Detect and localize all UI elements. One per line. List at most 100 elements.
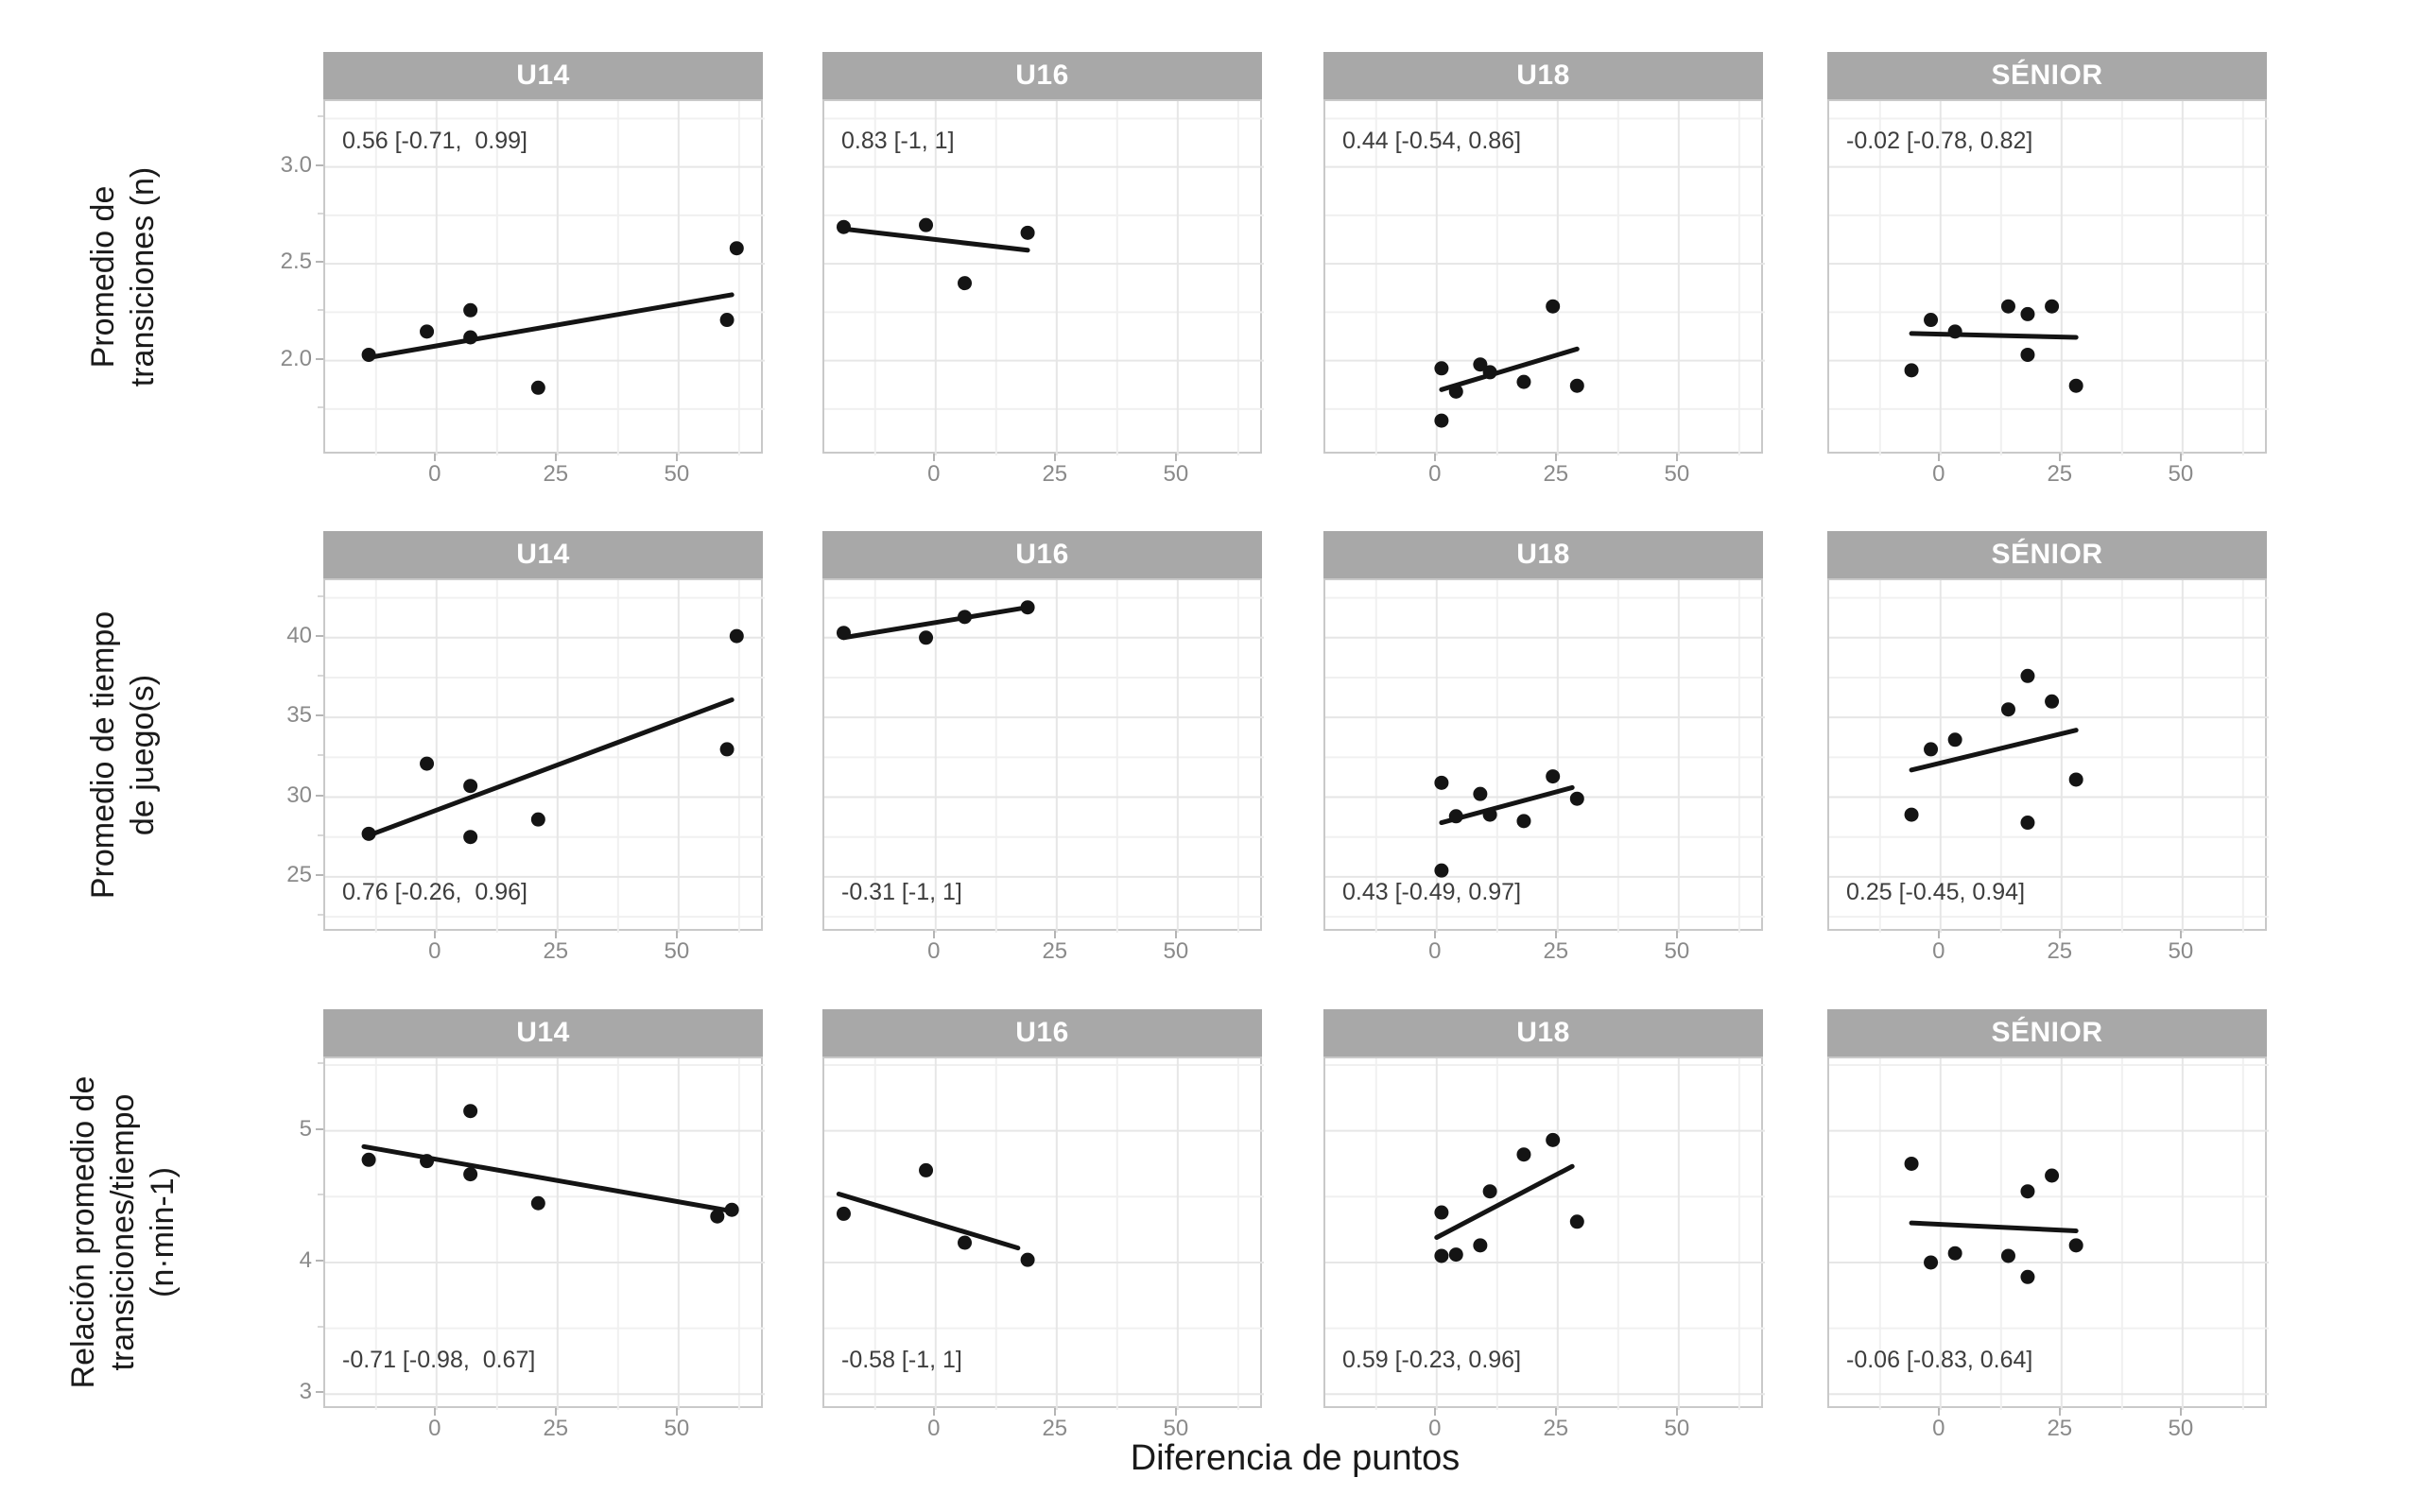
- x-tick-label: 50: [664, 1416, 690, 1441]
- x-tick-label: 0: [1932, 461, 1945, 487]
- x-tick-label: 25: [1042, 1416, 1068, 1441]
- y-tick-label: 40: [286, 622, 312, 648]
- data-point: [1516, 814, 1531, 829]
- x-tick-mark: [2058, 1408, 2061, 1416]
- y-tick-mark: [316, 634, 323, 637]
- data-point: [1516, 1147, 1531, 1162]
- data-point: [1020, 1252, 1035, 1267]
- correlation-annotation: 0.43 [-0.49, 0.97]: [1342, 879, 1522, 905]
- panel-header: U18: [1323, 1009, 1763, 1057]
- y-minor-tick-mark: [318, 833, 323, 836]
- data-point: [2020, 1269, 2035, 1284]
- x-tick-label: 0: [1428, 938, 1442, 964]
- data-point: [1546, 1132, 1561, 1147]
- x-tick-mark: [1937, 1408, 1940, 1416]
- x-tick-mark: [1937, 931, 1940, 938]
- data-point: [958, 1235, 973, 1250]
- panel-header: U16: [822, 52, 1262, 99]
- x-axis-title: Diferencia de puntos: [1130, 1438, 1461, 1478]
- panel-header: U14: [323, 1009, 763, 1057]
- correlation-annotation: -0.06 [-0.83, 0.64]: [1846, 1347, 2033, 1373]
- y-minor-tick-mark: [318, 1325, 323, 1328]
- panel-row1-senior: -0.02 [-0.78, 0.82]: [1827, 99, 2269, 455]
- correlation-annotation: 0.44 [-0.54, 0.86]: [1342, 128, 1522, 154]
- x-tick-mark: [2058, 454, 2061, 461]
- data-point: [1434, 413, 1449, 428]
- panel-header-label: U16: [1015, 539, 1069, 570]
- data-point: [420, 1154, 435, 1169]
- data-point: [1924, 742, 1939, 757]
- panel-header-label: U14: [516, 539, 570, 570]
- trend-line: [1909, 728, 2079, 773]
- y-minor-tick-mark: [318, 1061, 323, 1064]
- panel-row2-u18: 0.43 [-0.49, 0.97]: [1323, 578, 1765, 933]
- panel-header-label: U18: [1516, 539, 1570, 570]
- x-tick-mark: [554, 1408, 557, 1416]
- data-point: [919, 217, 934, 232]
- y-tick-label: 35: [286, 702, 312, 729]
- data-point: [530, 380, 545, 395]
- data-point: [1569, 378, 1584, 393]
- y-axis-label-row2: Promedio de tiempo de juego(s): [85, 610, 161, 899]
- x-tick-label: 0: [1932, 1416, 1945, 1441]
- y-tick-label: 3.0: [280, 151, 312, 178]
- panel-header-label: U14: [516, 1017, 570, 1048]
- y-tick-label: 4: [299, 1246, 312, 1273]
- x-tick-label: 25: [543, 1416, 569, 1441]
- data-point: [1434, 775, 1449, 790]
- data-point: [2020, 816, 2035, 831]
- data-point: [1904, 363, 1919, 378]
- x-tick-label: 25: [1042, 938, 1068, 964]
- panel-header: U18: [1323, 531, 1763, 578]
- y-axis-label-row3: Relación promedio de transiciones/tiempo…: [65, 1075, 181, 1389]
- panel-header-label: SÉNIOR: [1991, 60, 2103, 91]
- data-point: [2000, 1248, 2015, 1263]
- data-point: [1448, 1247, 1463, 1263]
- data-point: [1546, 299, 1561, 314]
- trend-line: [840, 226, 1030, 253]
- data-point: [2000, 702, 2015, 717]
- x-tick-label: 0: [1428, 461, 1442, 487]
- x-tick-mark: [1937, 454, 1940, 461]
- x-tick-mark: [1554, 454, 1557, 461]
- panel-header-label: U18: [1516, 60, 1570, 91]
- data-point: [958, 276, 973, 291]
- data-point: [420, 324, 435, 339]
- y-tick-mark: [316, 794, 323, 797]
- correlation-annotation: 0.76 [-0.26, 0.96]: [342, 879, 527, 905]
- x-tick-mark: [433, 931, 436, 938]
- x-tick-label: 0: [1428, 1416, 1442, 1441]
- panel-header: SÉNIOR: [1827, 531, 2267, 578]
- y-minor-tick-mark: [318, 754, 323, 757]
- data-point: [361, 1152, 376, 1167]
- data-point: [463, 1167, 478, 1182]
- y-minor-tick-mark: [318, 674, 323, 677]
- data-point: [2000, 299, 2015, 314]
- data-point: [1473, 1238, 1488, 1253]
- panel-row1-u18: 0.44 [-0.54, 0.86]: [1323, 99, 1765, 455]
- data-point: [2045, 299, 2060, 314]
- data-point: [2068, 1238, 2083, 1253]
- trend-line: [1909, 331, 2079, 340]
- trend-line: [840, 605, 1030, 641]
- data-point: [1020, 225, 1035, 240]
- x-tick-label: 50: [2168, 461, 2194, 487]
- plot-canvas: [325, 580, 765, 933]
- data-point: [1947, 732, 1962, 747]
- x-tick-label: 0: [428, 1416, 441, 1441]
- x-tick-mark: [1053, 1408, 1056, 1416]
- data-point: [1924, 313, 1939, 328]
- y-minor-tick-mark: [318, 212, 323, 215]
- y-tick-mark: [316, 357, 323, 360]
- y-minor-tick-mark: [318, 405, 323, 408]
- trend-line: [1434, 1163, 1575, 1240]
- panel-row2-u16: -0.31 [-1, 1]: [822, 578, 1264, 933]
- data-point: [1546, 769, 1561, 784]
- plot-canvas: [325, 1058, 765, 1410]
- data-point: [958, 610, 973, 625]
- y-tick-mark: [316, 1127, 323, 1130]
- data-point: [1434, 863, 1449, 878]
- data-point: [1516, 374, 1531, 389]
- x-tick-mark: [554, 931, 557, 938]
